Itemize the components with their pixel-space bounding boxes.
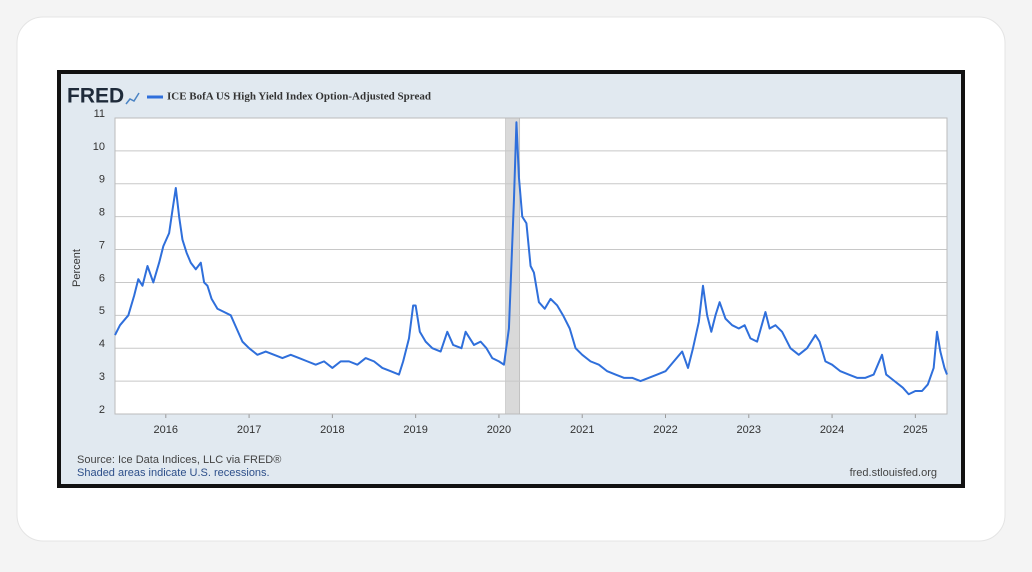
legend-label: ICE BofA US High Yield Index Option-Adju… bbox=[167, 91, 431, 103]
y-axis-label: Percent bbox=[71, 249, 83, 287]
logo-icon bbox=[125, 92, 140, 105]
y-tick-label: 2 bbox=[99, 404, 105, 416]
y-tick-label: 5 bbox=[99, 305, 105, 317]
plot: 2 3 4 5 6 7 8 9 10 11 2016 2017 2018 2019 2020 2021 2022… bbox=[93, 108, 948, 436]
site-url: fred.stlouisfed.org bbox=[850, 467, 937, 479]
recession-note: Shaded areas indicate U.S. recessions. bbox=[77, 467, 270, 479]
x-tick-label: 2016 bbox=[154, 424, 178, 436]
x-tick-label: 2021 bbox=[570, 424, 594, 436]
source: Source: Ice Data Indices, LLC via FRED® bbox=[77, 454, 281, 466]
y-tick-label: 11 bbox=[94, 108, 105, 120]
x-tick-label: 2020 bbox=[487, 424, 511, 436]
y-tick-label: 3 bbox=[99, 371, 105, 383]
y-tick-label: 6 bbox=[99, 272, 105, 284]
logo: FRED bbox=[67, 85, 124, 108]
y-tick-label: 4 bbox=[99, 338, 105, 350]
y-tick-label: 10 bbox=[93, 141, 105, 153]
x-tick-label: 2024 bbox=[820, 424, 844, 436]
y-tick-label: 9 bbox=[99, 174, 105, 186]
y-tick-label: 7 bbox=[99, 239, 105, 251]
x-tick-label: 2023 bbox=[737, 424, 761, 436]
x-tick-label: 2017 bbox=[237, 424, 261, 436]
y-tick-label: 8 bbox=[99, 207, 105, 219]
x-tick-label: 2018 bbox=[320, 424, 344, 436]
plot-border bbox=[114, 117, 948, 415]
x-tick-label: 2022 bbox=[653, 424, 677, 436]
x-tick-label: 2019 bbox=[403, 424, 427, 436]
x-tick-label: 2025 bbox=[903, 424, 927, 436]
series-line bbox=[114, 121, 948, 396]
